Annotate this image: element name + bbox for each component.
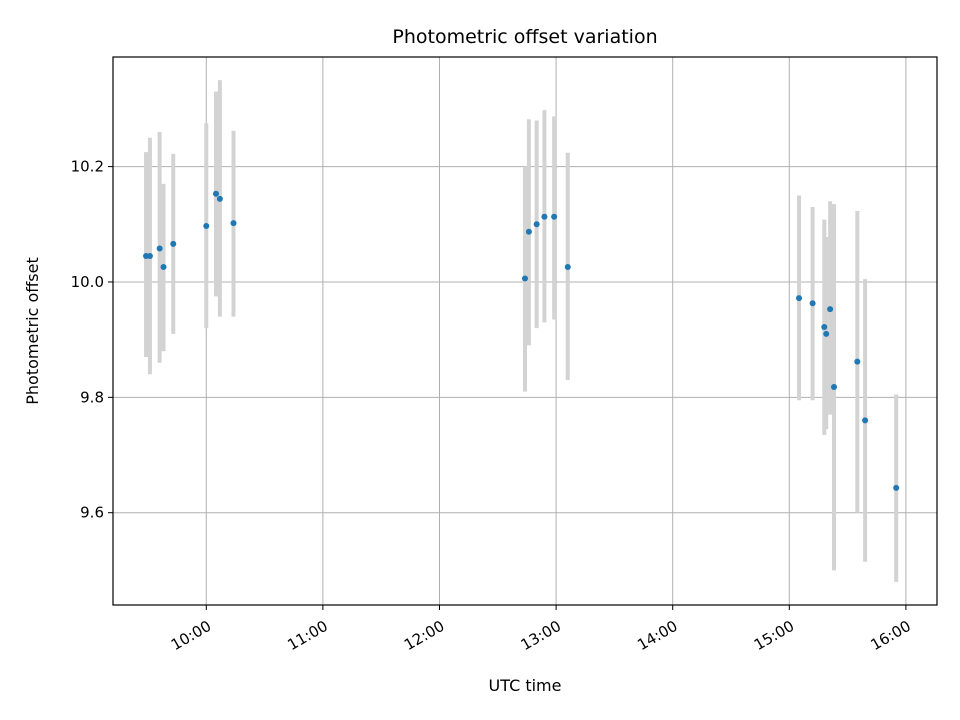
data-point bbox=[551, 213, 558, 220]
data-point bbox=[203, 223, 210, 230]
x-tick-label: 11:00 bbox=[284, 617, 330, 654]
y-axis: 9.6 9.8 10.0 10.2 bbox=[71, 158, 113, 522]
data-point bbox=[156, 245, 163, 252]
data-point bbox=[533, 221, 540, 228]
errorbars bbox=[144, 80, 899, 582]
data-point bbox=[823, 330, 830, 337]
x-axis-label: UTC time bbox=[489, 676, 562, 695]
data-point bbox=[146, 253, 153, 260]
x-tick-label: 12:00 bbox=[401, 617, 447, 654]
x-tick-label: 10:00 bbox=[168, 617, 214, 654]
data-point bbox=[796, 295, 803, 302]
data-points bbox=[143, 190, 900, 491]
x-tick-label: 15:00 bbox=[751, 617, 797, 654]
y-axis-label: Photometric offset bbox=[23, 257, 42, 405]
data-point bbox=[525, 228, 532, 235]
data-point bbox=[216, 195, 223, 202]
data-point bbox=[564, 263, 571, 270]
data-point bbox=[827, 306, 834, 313]
x-axis: 10:00 11:00 12:00 13:00 14:00 15:00 16:00 bbox=[168, 605, 914, 654]
data-point bbox=[522, 275, 528, 282]
plot-frame bbox=[112, 56, 938, 606]
data-point bbox=[160, 263, 167, 270]
y-tick-label: 9.6 bbox=[80, 504, 104, 522]
data-point bbox=[862, 417, 869, 424]
data-point bbox=[821, 323, 828, 330]
chart-title: Photometric offset variation bbox=[392, 26, 657, 48]
data-point bbox=[170, 240, 177, 247]
data-point bbox=[213, 190, 219, 197]
data-point bbox=[893, 484, 900, 491]
y-tick-label: 10.0 bbox=[71, 273, 104, 291]
y-tick-label: 9.8 bbox=[80, 388, 104, 406]
y-tick-label: 10.2 bbox=[71, 158, 104, 176]
x-tick-label: 14:00 bbox=[634, 617, 680, 654]
data-point bbox=[230, 220, 237, 227]
data-point bbox=[854, 358, 861, 365]
data-point bbox=[541, 213, 548, 220]
x-tick-label: 13:00 bbox=[518, 617, 564, 654]
data-point bbox=[809, 300, 816, 307]
data-point bbox=[831, 383, 837, 390]
x-tick-label: 16:00 bbox=[867, 617, 913, 654]
